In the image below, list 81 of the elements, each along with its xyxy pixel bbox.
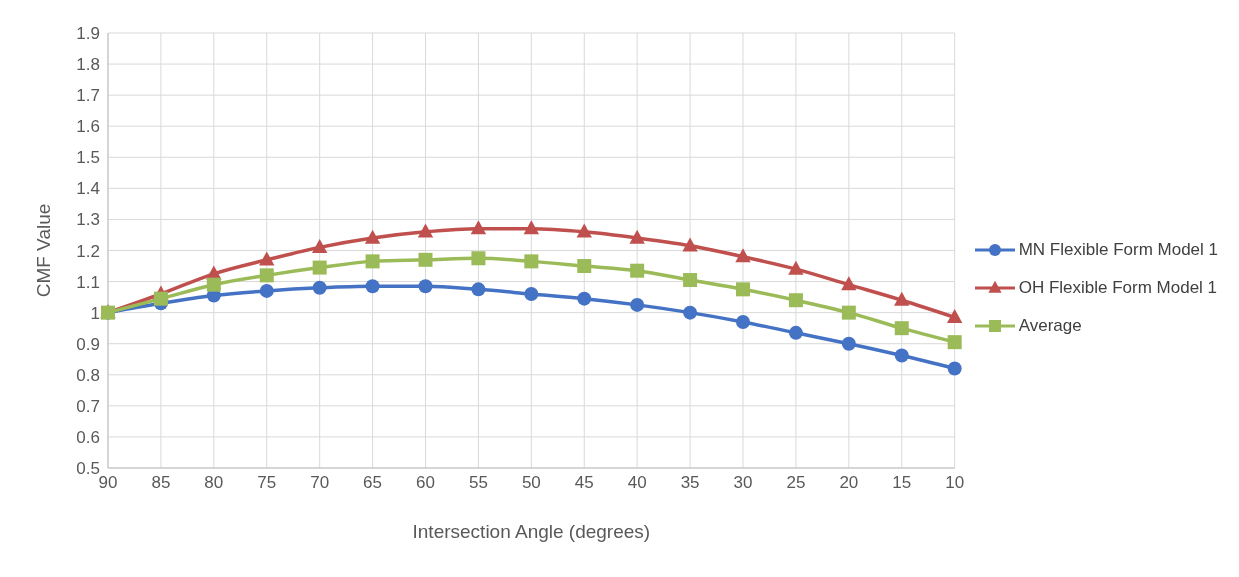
point — [577, 259, 592, 274]
x-axis-title: Intersection Angle (degrees) — [412, 521, 651, 542]
y-tick-label: 0.6 — [76, 427, 100, 447]
point — [788, 325, 803, 340]
point — [311, 238, 328, 253]
x-tick-label: 10 — [945, 473, 965, 493]
y-tick-label: 0.8 — [76, 365, 100, 385]
point — [788, 260, 804, 275]
y-tick-label: 0.5 — [76, 459, 100, 479]
y-tick-label: 1.7 — [76, 86, 100, 106]
y-tick-label: 1.1 — [76, 272, 100, 292]
x-tick-label: 60 — [416, 473, 435, 493]
x-tick-label: 80 — [204, 473, 224, 493]
point — [630, 263, 645, 278]
point — [947, 361, 962, 376]
x-tick-label: 35 — [680, 473, 700, 493]
point — [736, 314, 750, 329]
point — [841, 305, 856, 320]
y-tick-label: 1.9 — [76, 24, 100, 44]
point — [364, 229, 381, 244]
y-tick-label: 1.3 — [76, 210, 100, 230]
legend-label: Average — [1018, 316, 1082, 336]
y-tick-label: 1.5 — [76, 148, 100, 168]
x-tick-label: 50 — [521, 473, 541, 493]
point — [259, 268, 274, 283]
point — [418, 252, 433, 267]
point — [365, 279, 380, 294]
x-tick-label: 55 — [468, 473, 488, 493]
point — [365, 254, 380, 269]
point — [470, 220, 487, 235]
point — [735, 248, 751, 263]
point — [683, 273, 698, 288]
point — [471, 251, 486, 266]
point — [841, 336, 856, 351]
x-tick-label: 85 — [151, 473, 171, 493]
point — [576, 223, 592, 238]
point — [629, 229, 645, 244]
point — [894, 321, 909, 336]
point — [577, 291, 592, 306]
point — [206, 277, 221, 292]
point — [683, 305, 698, 320]
x-tick-label: 70 — [310, 473, 330, 493]
y-axis-title: CMF Value — [32, 203, 54, 298]
y-tick-label: 0.9 — [76, 334, 100, 354]
x-tick-label: 25 — [786, 473, 806, 493]
x-tick-label: 65 — [363, 473, 383, 493]
point — [894, 291, 910, 306]
point — [312, 280, 327, 295]
point — [788, 293, 803, 308]
x-tick-label: 15 — [892, 473, 912, 493]
legend-label: OH Flexible Form Model 1 — [1018, 278, 1218, 298]
point — [946, 308, 963, 323]
point — [259, 283, 274, 298]
y-tick-label: 1.8 — [76, 55, 100, 75]
point — [312, 260, 327, 275]
point — [736, 282, 750, 297]
y-tick-label: 1 — [90, 303, 100, 323]
y-tick-label: 1.2 — [76, 241, 100, 261]
x-tick-label: 90 — [98, 473, 118, 493]
point — [523, 220, 540, 235]
point — [524, 287, 539, 301]
x-tick-label: 30 — [733, 473, 753, 493]
x-tick-label: 40 — [627, 473, 647, 493]
x-tick-label: 45 — [574, 473, 594, 493]
y-tick-label: 1.6 — [76, 117, 100, 137]
point — [471, 282, 486, 297]
point — [630, 297, 645, 312]
point — [153, 291, 168, 306]
point — [841, 276, 857, 291]
x-tick-label: 75 — [257, 473, 277, 493]
point — [682, 237, 698, 252]
point — [418, 279, 433, 294]
x-tick-label: 20 — [839, 473, 859, 493]
point — [417, 223, 434, 238]
legend-label: MN Flexible Form Model 1 — [1018, 240, 1218, 260]
y-tick-label: 1.4 — [76, 179, 100, 199]
point — [524, 254, 539, 269]
point — [259, 251, 275, 266]
point — [947, 335, 962, 350]
y-tick-label: 0.7 — [76, 396, 100, 416]
point — [894, 348, 909, 363]
